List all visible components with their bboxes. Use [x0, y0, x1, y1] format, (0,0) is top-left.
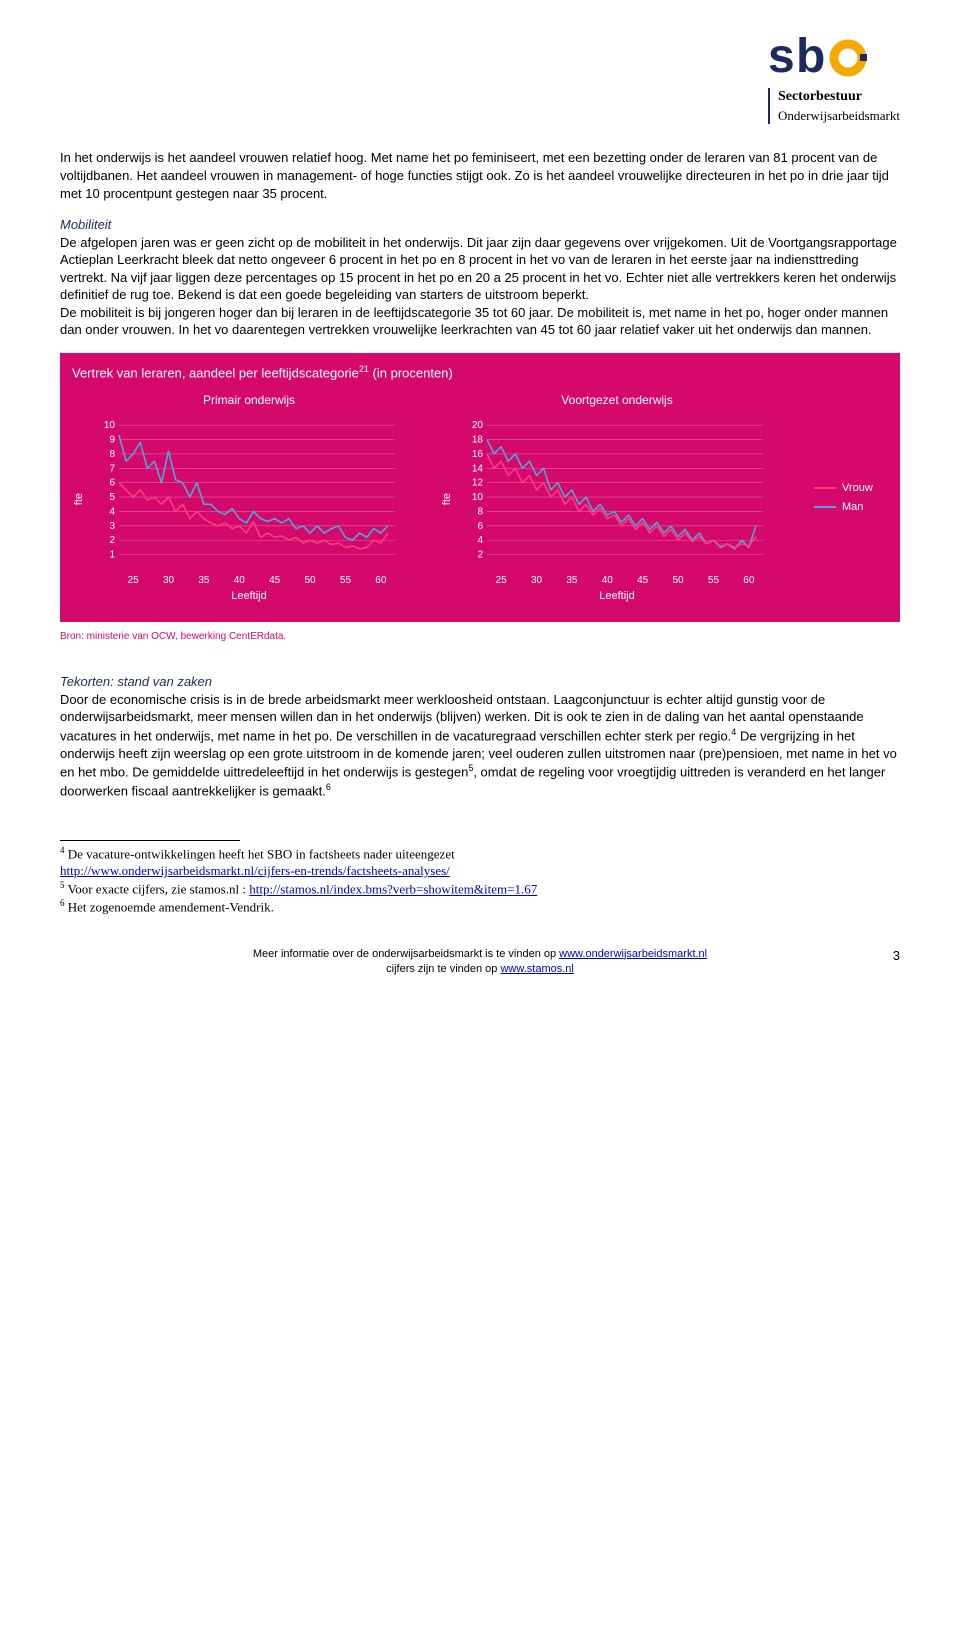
svg-text:s: s: [768, 30, 795, 83]
svg-text:25: 25: [495, 575, 507, 586]
svg-text:30: 30: [163, 575, 175, 586]
panel1-plot: 123456789102530354045505560: [91, 412, 401, 587]
svg-text:40: 40: [234, 575, 246, 586]
legend-swatch-man: [814, 506, 836, 508]
svg-text:45: 45: [637, 575, 649, 586]
svg-text:6: 6: [477, 521, 483, 532]
panel2-ylabel: fte: [440, 493, 455, 505]
fn5-link[interactable]: http://stamos.nl/index.bms?verb=showitem…: [249, 882, 537, 897]
logo-subtitle: Sectorbestuur Onderwijsarbeidsmarkt: [768, 88, 900, 124]
svg-text:10: 10: [472, 492, 484, 503]
text-mobiliteit: De afgelopen jaren was er geen zicht op …: [60, 235, 897, 338]
svg-text:4: 4: [477, 535, 483, 546]
chart-panel-primair: Primair onderwijs fte 123456789102530354…: [72, 392, 426, 604]
svg-text:16: 16: [472, 449, 484, 460]
svg-text:1: 1: [109, 550, 115, 561]
svg-text:10: 10: [104, 420, 116, 431]
footnotes: 4 De vacature-ontwikkelingen heeft het S…: [60, 840, 900, 917]
page-header: sb Sectorbestuur Onderwijsarbeidsmarkt: [60, 30, 900, 124]
footnote-6: 6 Het zogenoemde amendement-Vendrik.: [60, 898, 900, 916]
fn4-text: De vacature-ontwikkelingen heeft het SBO…: [65, 846, 455, 861]
chart-source: Bron: ministerie van OCW, bewerking Cent…: [60, 630, 900, 644]
svg-text:55: 55: [708, 575, 720, 586]
chart-title-suffix: (in procenten): [369, 365, 453, 380]
legend-vrouw: Vrouw: [814, 481, 888, 496]
footnote-rule: [60, 840, 240, 841]
body-text-2: Tekorten: stand van zaken Door de econom…: [60, 673, 900, 800]
svg-text:8: 8: [109, 449, 115, 460]
svg-text:12: 12: [472, 478, 484, 489]
page-number: 3: [893, 947, 900, 965]
chart-block: Vertrek van leraren, aandeel per leeftij…: [60, 353, 900, 622]
svg-text:7: 7: [109, 463, 115, 474]
svg-text:20: 20: [472, 420, 484, 431]
svg-text:25: 25: [127, 575, 139, 586]
logo-sub-line2: Onderwijsarbeidsmarkt: [778, 107, 900, 125]
legend-label-man: Man: [842, 500, 863, 515]
chart-title: Vertrek van leraren, aandeel per leeftij…: [72, 363, 888, 382]
heading-mobiliteit: Mobiliteit: [60, 217, 111, 232]
legend-label-vrouw: Vrouw: [842, 481, 873, 496]
footer-text-1: Meer informatie over de onderwijsarbeids…: [253, 948, 559, 960]
panel2-title: Voortgezet onderwijs: [440, 392, 794, 408]
chart-panel-voortgezet: Voortgezet onderwijs fte 246810121416182…: [440, 392, 794, 604]
footnote-4: 4 De vacature-ontwikkelingen heeft het S…: [60, 845, 900, 880]
heading-tekorten: Tekorten: stand van zaken: [60, 674, 212, 689]
svg-text:5: 5: [109, 492, 115, 503]
svg-text:55: 55: [340, 575, 352, 586]
svg-text:35: 35: [566, 575, 578, 586]
sup-6: 6: [326, 782, 331, 792]
panel1-title: Primair onderwijs: [72, 392, 426, 408]
svg-text:3: 3: [109, 521, 115, 532]
svg-text:4: 4: [109, 506, 115, 517]
logo-sbo: sb: [768, 30, 898, 84]
svg-text:50: 50: [304, 575, 316, 586]
para-intro: In het onderwijs is het aandeel vrouwen …: [60, 149, 900, 202]
chart-title-text: Vertrek van leraren, aandeel per leeftij…: [72, 365, 359, 380]
panel1-ylabel: fte: [72, 493, 87, 505]
fn6-text: Het zogenoemde amendement-Vendrik.: [65, 900, 274, 915]
svg-text:8: 8: [477, 506, 483, 517]
svg-text:60: 60: [375, 575, 387, 586]
footer-text-2: cijfers zijn te vinden op: [386, 963, 500, 975]
para-mobiliteit: Mobiliteit De afgelopen jaren was er gee…: [60, 216, 900, 339]
panel2-plot: 2 4 6 8 10 12 14 16 18 20 25 30 35 40 45 50 55 60: [459, 412, 769, 587]
fn4-link[interactable]: http://www.onderwijsarbeidsmarkt.nl/cijf…: [60, 863, 450, 878]
footer-link-2[interactable]: www.stamos.nl: [500, 963, 573, 975]
chart-legend: Vrouw Man: [808, 477, 888, 519]
page-footer: Meer informatie over de onderwijsarbeids…: [60, 947, 900, 977]
svg-text:50: 50: [672, 575, 684, 586]
fn5-text: Voor exacte cijfers, zie stamos.nl :: [65, 882, 250, 897]
svg-text:60: 60: [743, 575, 755, 586]
logo-sub-line1: Sectorbestuur: [778, 88, 900, 107]
svg-text:2: 2: [477, 550, 483, 561]
svg-text:45: 45: [269, 575, 281, 586]
footer-link-1[interactable]: www.onderwijsarbeidsmarkt.nl: [559, 948, 707, 960]
para-tekorten: Tekorten: stand van zaken Door de econom…: [60, 673, 900, 800]
svg-text:18: 18: [472, 435, 484, 446]
svg-text:2: 2: [109, 535, 115, 546]
svg-text:6: 6: [109, 478, 115, 489]
body-text: In het onderwijs is het aandeel vrouwen …: [60, 149, 900, 338]
panel2-xlabel: Leeftijd: [440, 589, 794, 604]
footnote-5: 5 Voor exacte cijfers, zie stamos.nl : h…: [60, 880, 900, 898]
legend-swatch-vrouw: [814, 487, 836, 489]
svg-text:14: 14: [472, 463, 484, 474]
panel1-xlabel: Leeftijd: [72, 589, 426, 604]
svg-text:35: 35: [198, 575, 210, 586]
legend-man: Man: [814, 500, 888, 515]
svg-text:30: 30: [531, 575, 543, 586]
svg-text:9: 9: [109, 435, 115, 446]
svg-text:40: 40: [602, 575, 614, 586]
sup-4: 4: [731, 727, 736, 737]
svg-text:b: b: [796, 30, 825, 83]
chart-title-sup: 21: [359, 364, 369, 374]
